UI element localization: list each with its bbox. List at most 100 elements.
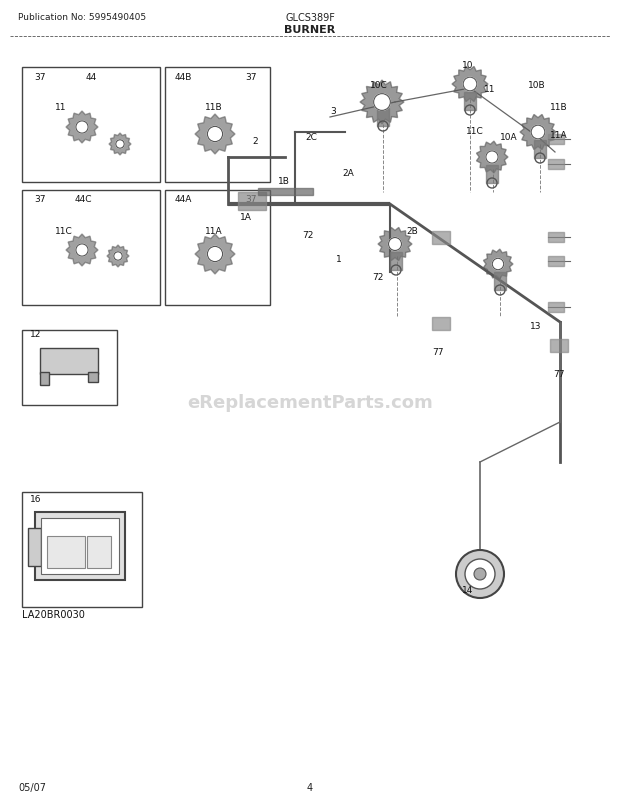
Text: 12: 12 — [30, 330, 42, 339]
Text: 37: 37 — [245, 72, 257, 81]
Bar — [22, 68, 160, 183]
Text: 16: 16 — [30, 495, 42, 504]
Text: 4: 4 — [307, 782, 313, 792]
Text: 37: 37 — [34, 72, 45, 81]
Bar — [494, 273, 506, 290]
Bar — [486, 166, 498, 184]
Text: 2: 2 — [252, 136, 258, 145]
Bar — [534, 141, 546, 159]
Polygon shape — [452, 67, 488, 103]
Circle shape — [492, 259, 503, 270]
Bar — [432, 318, 450, 330]
Text: 44: 44 — [86, 72, 97, 81]
Text: 11A: 11A — [550, 131, 568, 140]
Polygon shape — [107, 245, 129, 268]
Text: 44A: 44A — [175, 195, 192, 205]
Text: 10: 10 — [462, 62, 474, 71]
Polygon shape — [484, 249, 513, 280]
Text: 77: 77 — [553, 370, 564, 379]
Text: 10A: 10A — [500, 133, 518, 142]
Polygon shape — [476, 142, 508, 174]
Circle shape — [76, 245, 88, 257]
Bar — [22, 330, 117, 406]
Polygon shape — [195, 115, 235, 155]
Text: 11C: 11C — [466, 127, 484, 136]
Bar — [464, 93, 476, 111]
Text: 1B: 1B — [278, 176, 290, 185]
Text: 2A: 2A — [342, 168, 354, 177]
Circle shape — [465, 559, 495, 589]
Text: LA20BR0030: LA20BR0030 — [22, 610, 85, 619]
Bar — [550, 339, 568, 353]
Circle shape — [208, 128, 223, 143]
Text: 2B: 2B — [406, 226, 418, 235]
Polygon shape — [66, 235, 98, 267]
Text: GLCS389F: GLCS389F — [285, 13, 335, 23]
Circle shape — [463, 78, 477, 91]
Bar — [22, 492, 142, 607]
Text: 44C: 44C — [75, 195, 92, 205]
Polygon shape — [66, 111, 98, 144]
Text: 11C: 11C — [55, 226, 73, 235]
Text: 10C: 10C — [370, 80, 388, 89]
Circle shape — [116, 140, 124, 149]
Text: 13: 13 — [530, 322, 541, 331]
Bar — [390, 253, 402, 270]
Circle shape — [389, 238, 402, 251]
Text: 44B: 44B — [175, 72, 192, 81]
Text: eReplacementParts.com: eReplacementParts.com — [187, 394, 433, 411]
Text: 77: 77 — [432, 348, 443, 357]
Bar — [377, 109, 389, 127]
Text: 1: 1 — [336, 254, 342, 263]
Bar — [548, 302, 564, 313]
Text: 37: 37 — [34, 195, 45, 205]
Text: 14: 14 — [462, 585, 474, 595]
Polygon shape — [378, 228, 412, 261]
Text: 05/07: 05/07 — [18, 782, 46, 792]
Circle shape — [374, 95, 391, 111]
Text: 2C: 2C — [305, 133, 317, 142]
Text: 1A: 1A — [240, 213, 252, 221]
Text: 11B: 11B — [550, 103, 568, 112]
Text: 11A: 11A — [205, 226, 223, 235]
Text: 72: 72 — [372, 272, 383, 282]
Bar — [548, 257, 564, 267]
Bar — [548, 160, 564, 170]
Text: 3: 3 — [330, 107, 336, 115]
Polygon shape — [109, 134, 131, 156]
Bar — [41, 518, 119, 574]
Bar — [47, 537, 85, 569]
Circle shape — [114, 253, 122, 261]
Bar — [432, 232, 450, 245]
Bar — [548, 233, 564, 243]
Circle shape — [531, 126, 545, 140]
Circle shape — [474, 569, 486, 581]
Circle shape — [456, 550, 504, 598]
Bar — [238, 192, 266, 211]
Text: 11: 11 — [484, 84, 495, 93]
Circle shape — [208, 247, 223, 262]
Circle shape — [486, 152, 498, 164]
Text: 11B: 11B — [205, 103, 223, 112]
Bar — [28, 529, 41, 566]
Bar — [40, 373, 49, 386]
Bar — [22, 191, 160, 306]
Text: Publication No: 5995490405: Publication No: 5995490405 — [18, 14, 146, 22]
Text: 11: 11 — [55, 103, 66, 112]
Text: 72: 72 — [302, 230, 313, 239]
Text: BURNER: BURNER — [285, 25, 335, 35]
Text: 10B: 10B — [528, 80, 546, 89]
Bar — [35, 512, 125, 581]
Bar — [548, 135, 564, 145]
Polygon shape — [360, 81, 404, 125]
Bar — [87, 537, 111, 569]
Bar — [165, 68, 270, 183]
Bar — [88, 373, 98, 383]
Text: 37: 37 — [245, 195, 257, 205]
Bar — [40, 349, 98, 375]
Bar — [258, 188, 313, 196]
Bar — [165, 191, 270, 306]
Polygon shape — [195, 235, 235, 274]
Circle shape — [76, 122, 88, 134]
Polygon shape — [520, 115, 556, 150]
